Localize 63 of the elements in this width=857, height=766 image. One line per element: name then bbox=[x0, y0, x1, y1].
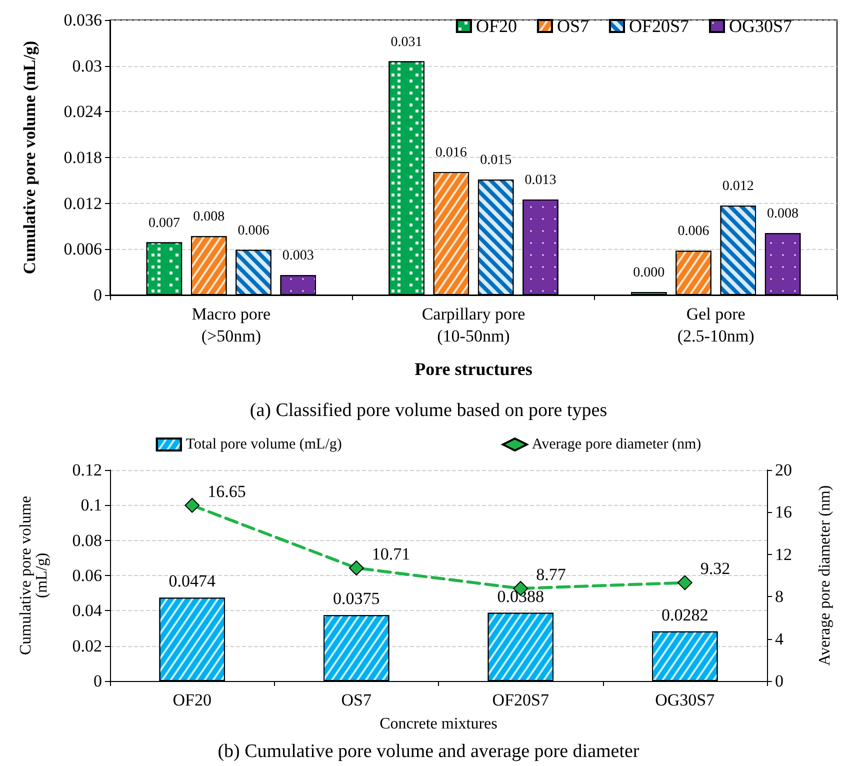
data-label: 0.016 bbox=[435, 146, 467, 161]
legend-label: OF20S7 bbox=[628, 16, 689, 36]
y-tick-label: 0 bbox=[94, 286, 102, 304]
y2-tick-label: 0 bbox=[775, 672, 784, 690]
text: (a) Classified pore volume based on pore types bbox=[250, 400, 608, 421]
y-tick-label: 0.1 bbox=[80, 496, 102, 515]
y-tick-label: 0.018 bbox=[64, 148, 102, 167]
data-label: 0.000 bbox=[633, 265, 665, 280]
point bbox=[677, 575, 692, 590]
x-tick-label: OF20 bbox=[172, 690, 212, 710]
point bbox=[184, 498, 200, 513]
y-tick-label: 0.06 bbox=[72, 566, 102, 585]
y2-tick-label: 16 bbox=[775, 502, 792, 522]
data-label: 0.031 bbox=[390, 34, 422, 50]
data-label: 0.0388 bbox=[497, 586, 544, 606]
y-tick-label: 0.006 bbox=[64, 240, 102, 259]
y-tick-label: 0.036 bbox=[64, 10, 102, 30]
y-tick-label: 0.012 bbox=[64, 194, 102, 213]
data-label: 0.0375 bbox=[333, 589, 380, 608]
y2-tick-label: 4 bbox=[775, 629, 784, 648]
data-label: 0.013 bbox=[524, 173, 556, 188]
data-label: 16.65 bbox=[208, 482, 246, 501]
y-tick-label: 0.02 bbox=[72, 636, 102, 656]
y-tick-label: 0.024 bbox=[64, 102, 102, 122]
data-label: 0.0282 bbox=[662, 605, 708, 624]
legend-label: Average pore diameter (nm) bbox=[532, 436, 702, 452]
data-label: 0.008 bbox=[193, 210, 225, 225]
y2-axis-title: Average pore diameter (nm) bbox=[816, 485, 834, 666]
text: (b) Cumulative pore volume and average pore diameter bbox=[218, 741, 640, 762]
data-label: 0.015 bbox=[480, 153, 512, 168]
data-label: 0.0474 bbox=[168, 572, 216, 591]
x-tick-label: OG30S7 bbox=[655, 690, 716, 710]
data-label: 0.003 bbox=[282, 248, 314, 264]
y2-tick-label: 8 bbox=[775, 587, 784, 606]
y-axis-title: Cumulative pore volume (mL/g) bbox=[20, 40, 39, 274]
data-label: 0.007 bbox=[148, 216, 180, 231]
data-label: 10.71 bbox=[372, 544, 410, 564]
legend-label: OS7 bbox=[556, 16, 589, 36]
x-tick-label: Macro pore (>50nm) bbox=[192, 304, 271, 346]
x-tick-label: Gel pore (2.5-10nm) bbox=[677, 304, 754, 346]
y-tick-label: 0.03 bbox=[72, 56, 102, 76]
y-tick-label: 0.08 bbox=[72, 530, 102, 550]
legend-label: OF20 bbox=[476, 16, 517, 36]
x-axis-title: Pore structures bbox=[414, 359, 532, 379]
y-axis-title: Cumulative pore volume (mL/g) bbox=[18, 496, 50, 656]
data-label: 9.32 bbox=[700, 559, 730, 578]
legend-label: Total pore volume (mL/g) bbox=[186, 436, 342, 452]
x-tick-label: OS7 bbox=[341, 690, 372, 710]
y-tick-label: 0.12 bbox=[72, 460, 102, 480]
x-tick-label: OF20S7 bbox=[492, 690, 550, 710]
x-tick-label: Carpillary pore (10-50nm) bbox=[422, 304, 526, 346]
data-label: 0.008 bbox=[767, 206, 799, 222]
y-tick-label: 0.04 bbox=[72, 601, 102, 620]
y2-tick-label: 12 bbox=[775, 544, 792, 564]
point bbox=[348, 560, 364, 576]
data-label: 0.012 bbox=[722, 179, 754, 194]
x-axis-title: Concrete mixtures bbox=[380, 715, 498, 732]
y-tick-label: 0 bbox=[94, 672, 102, 690]
data-label: 0.006 bbox=[238, 223, 270, 238]
legend-label: OG30S7 bbox=[728, 16, 792, 36]
y2-tick-label: 20 bbox=[775, 460, 792, 480]
data-label: 8.77 bbox=[536, 564, 566, 584]
data-label: 0.006 bbox=[678, 224, 710, 240]
